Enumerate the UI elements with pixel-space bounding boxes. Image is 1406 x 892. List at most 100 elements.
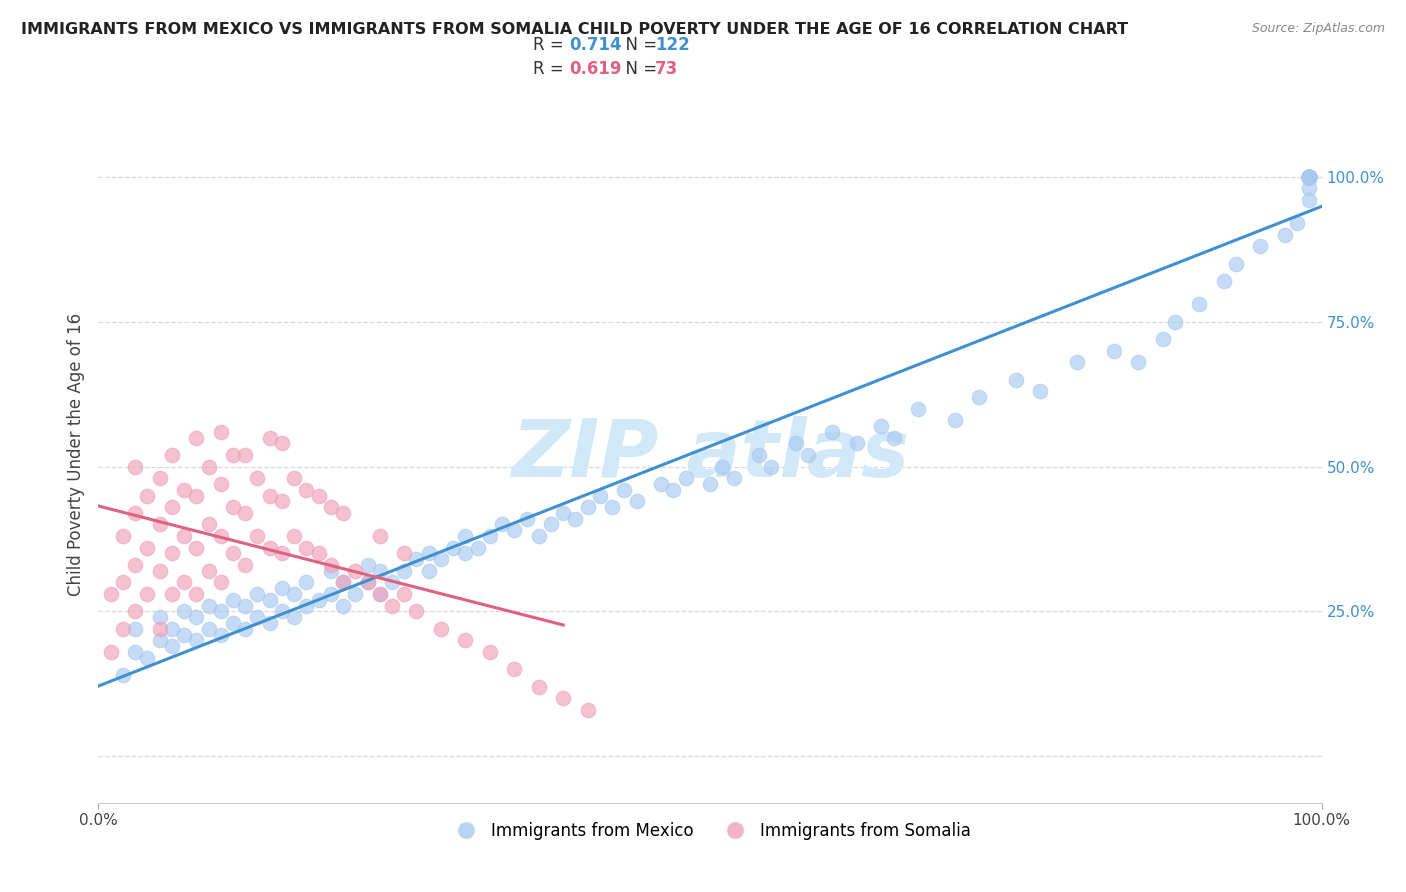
Point	[785, 436, 807, 450]
Point	[454, 529, 477, 543]
Point	[392, 546, 416, 561]
Point	[233, 448, 256, 462]
Point	[344, 587, 367, 601]
Point	[1152, 332, 1174, 346]
Point	[222, 592, 245, 607]
Point	[564, 511, 586, 525]
Point	[1225, 257, 1247, 271]
Point	[270, 605, 294, 619]
Point	[368, 587, 391, 601]
Point	[111, 529, 134, 543]
Point	[1029, 384, 1052, 398]
Point	[1298, 169, 1320, 184]
Point	[136, 587, 159, 601]
Point	[160, 448, 183, 462]
Point	[124, 622, 146, 636]
Point	[1298, 169, 1320, 184]
Point	[136, 489, 159, 503]
Point	[1298, 169, 1320, 184]
Point	[270, 436, 294, 450]
Point	[613, 483, 636, 497]
Point	[160, 546, 183, 561]
Point	[111, 622, 134, 636]
Point	[332, 575, 354, 590]
Point	[1102, 343, 1125, 358]
Point	[246, 587, 269, 601]
Point	[1298, 169, 1320, 184]
Point	[576, 500, 599, 514]
Point	[600, 500, 623, 514]
Point	[1164, 315, 1187, 329]
Point	[160, 587, 183, 601]
Point	[503, 523, 526, 537]
Point	[527, 529, 550, 543]
Point	[319, 558, 342, 573]
Point	[222, 546, 245, 561]
Point	[1298, 169, 1320, 184]
Point	[319, 500, 342, 514]
Point	[308, 489, 330, 503]
Point	[711, 459, 734, 474]
Point	[553, 691, 575, 706]
Text: 0.714: 0.714	[569, 36, 621, 54]
Point	[1298, 169, 1320, 184]
Point	[136, 541, 159, 555]
Point	[1298, 169, 1320, 184]
Point	[1298, 169, 1320, 184]
Point	[186, 541, 208, 555]
Text: ZIP atlas: ZIP atlas	[510, 416, 910, 494]
Point	[111, 668, 134, 682]
Point	[1274, 227, 1296, 242]
Point	[405, 605, 427, 619]
Point	[149, 610, 172, 624]
Point	[1298, 169, 1320, 184]
Point	[1298, 169, 1320, 184]
Point	[1298, 169, 1320, 184]
Point	[576, 703, 599, 717]
Point	[1066, 355, 1088, 369]
Point	[381, 599, 404, 613]
Text: N =: N =	[614, 36, 662, 54]
Text: IMMIGRANTS FROM MEXICO VS IMMIGRANTS FROM SOMALIA CHILD POVERTY UNDER THE AGE OF: IMMIGRANTS FROM MEXICO VS IMMIGRANTS FRO…	[21, 22, 1128, 37]
Point	[626, 494, 648, 508]
Point	[197, 622, 219, 636]
Point	[259, 430, 281, 444]
Text: 0.619: 0.619	[569, 60, 621, 78]
Point	[186, 430, 208, 444]
Point	[1188, 297, 1211, 311]
Point	[259, 489, 281, 503]
Point	[173, 529, 195, 543]
Point	[650, 476, 672, 491]
Point	[821, 425, 844, 439]
Point	[344, 564, 367, 578]
Point	[1298, 169, 1320, 184]
Point	[270, 582, 294, 596]
Point	[233, 558, 256, 573]
Point	[124, 558, 146, 573]
Point	[233, 506, 256, 520]
Point	[332, 575, 354, 590]
Point	[222, 448, 245, 462]
Point	[907, 401, 929, 416]
Text: 73: 73	[655, 60, 678, 78]
Point	[1298, 169, 1320, 184]
Point	[160, 500, 183, 514]
Point	[1128, 355, 1150, 369]
Text: R =: R =	[533, 36, 568, 54]
Point	[160, 622, 183, 636]
Point	[209, 529, 232, 543]
Point	[418, 546, 440, 561]
Point	[761, 459, 783, 474]
Point	[209, 605, 232, 619]
Point	[1298, 169, 1320, 184]
Point	[589, 489, 612, 503]
Point	[478, 529, 501, 543]
Point	[136, 651, 159, 665]
Point	[1298, 169, 1320, 184]
Point	[467, 541, 489, 555]
Point	[233, 599, 256, 613]
Point	[699, 476, 721, 491]
Point	[209, 476, 232, 491]
Point	[259, 615, 281, 630]
Point	[295, 575, 318, 590]
